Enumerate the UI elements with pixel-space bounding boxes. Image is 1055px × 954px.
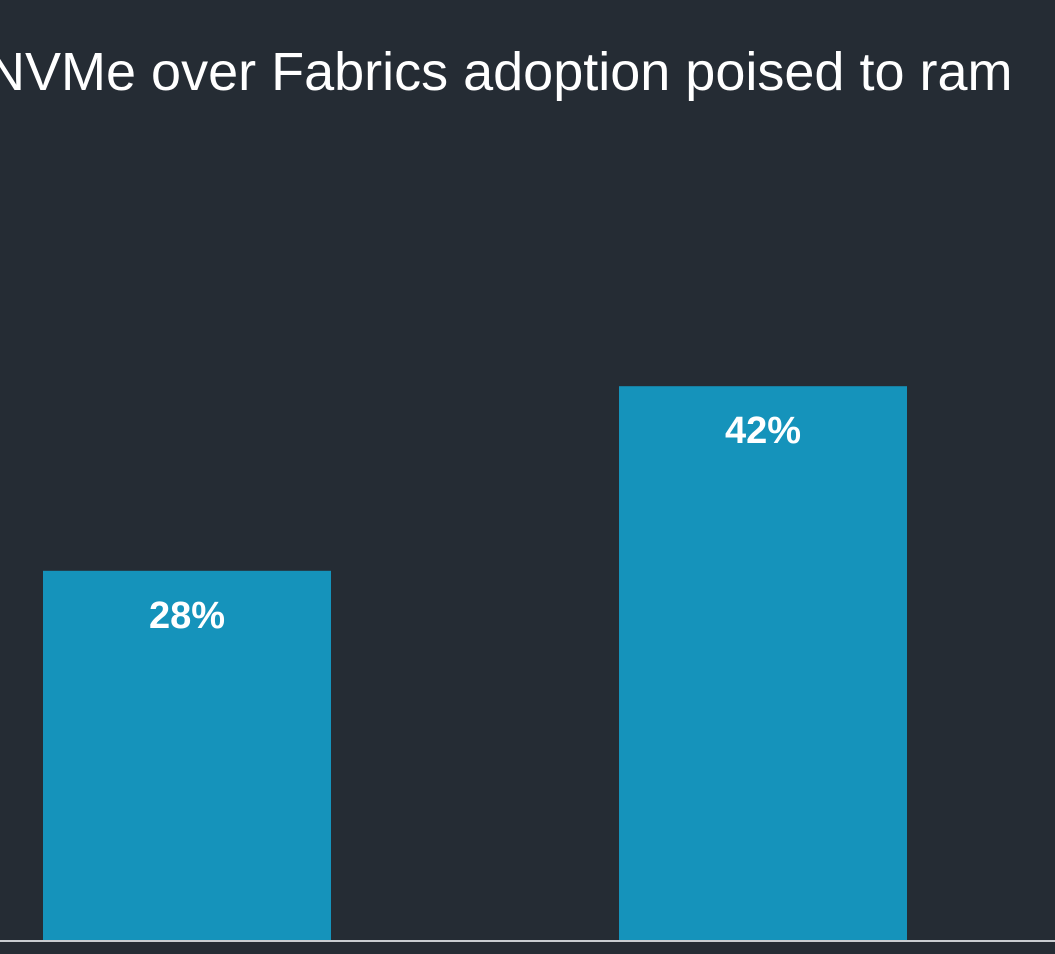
chart-title: NVMe over Fabrics adoption poised to ram bbox=[0, 42, 1012, 102]
data-label: 42% bbox=[725, 410, 801, 452]
bar bbox=[43, 570, 331, 940]
bar bbox=[619, 386, 907, 940]
data-label: 28% bbox=[149, 595, 225, 637]
